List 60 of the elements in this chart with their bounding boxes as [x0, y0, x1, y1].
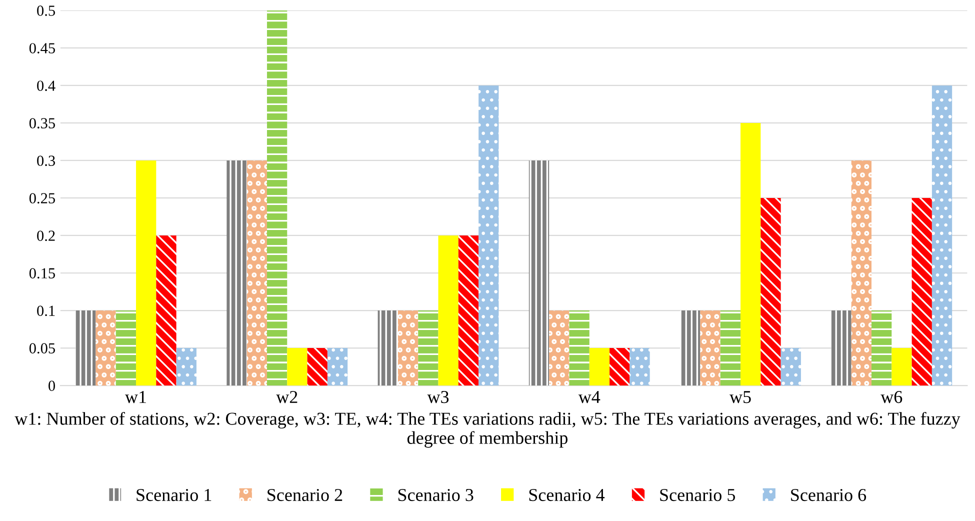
y-tick-label: 0.45	[29, 43, 55, 54]
y-tick-label: 0.05	[29, 343, 55, 354]
y-tick-label: 0.15	[29, 268, 55, 279]
bar	[266, 10, 288, 386]
bar	[740, 122, 761, 386]
bar	[569, 310, 590, 386]
bar	[610, 348, 630, 386]
y-tick-label: 0.2	[37, 230, 55, 242]
x-tick-label: w5	[729, 391, 751, 404]
bar	[246, 160, 267, 386]
legend-label: Scenario 2	[268, 488, 342, 502]
bar	[327, 348, 348, 386]
y-tick-label: 0.5	[37, 6, 55, 16]
bar	[307, 348, 328, 386]
y-tick-label: 0.3	[37, 156, 55, 166]
bar	[287, 348, 308, 386]
x-tick-label: w4	[578, 391, 600, 404]
x-tick-label: w2	[276, 390, 298, 404]
x-tick-label: w3	[427, 390, 449, 404]
bar	[226, 160, 247, 386]
bar	[116, 310, 136, 386]
legend-label: Scenario 4	[529, 488, 605, 502]
bar	[700, 310, 720, 386]
bar	[96, 310, 116, 386]
bar	[528, 160, 550, 386]
legend-label: Scenario 5	[660, 488, 736, 502]
x-tick-label: w6	[880, 390, 902, 404]
bar	[478, 85, 499, 386]
bar	[378, 310, 398, 386]
legend-label: Scenario 1	[136, 488, 212, 502]
y-tick-label: 0.4	[37, 80, 56, 91]
bar	[892, 348, 912, 386]
bar	[398, 310, 418, 386]
bar	[780, 348, 801, 386]
y-tick-label: 0	[48, 380, 56, 391]
y-tick-label: 0.25	[29, 193, 55, 204]
bar	[720, 310, 741, 386]
y-tick-label: 0.35	[29, 118, 55, 128]
bar	[76, 310, 96, 386]
bar	[418, 310, 438, 386]
bar	[176, 348, 196, 386]
bar	[438, 235, 458, 386]
legend-label: Scenario 3	[398, 488, 474, 502]
bar	[851, 160, 872, 386]
bar	[136, 160, 156, 386]
x-tick-label: w1	[124, 391, 146, 404]
bar	[760, 198, 781, 386]
bar	[871, 310, 892, 386]
bar	[589, 348, 610, 386]
legend-label: Scenario 6	[791, 488, 866, 502]
bar	[831, 310, 852, 386]
y-tick-label: 0.1	[37, 306, 55, 316]
bar	[932, 85, 952, 386]
x-axis-title: w1: Number of stations, w2: Coverage, w3: TE, w4: The TEs variations radii, w5: The TEs variations averages, and w6: The fuzzy degree of membership	[14, 412, 960, 448]
bar	[458, 235, 479, 386]
bar	[680, 310, 700, 386]
bar	[630, 348, 650, 386]
bar	[549, 310, 570, 386]
bar	[912, 198, 932, 386]
bar	[156, 235, 176, 386]
